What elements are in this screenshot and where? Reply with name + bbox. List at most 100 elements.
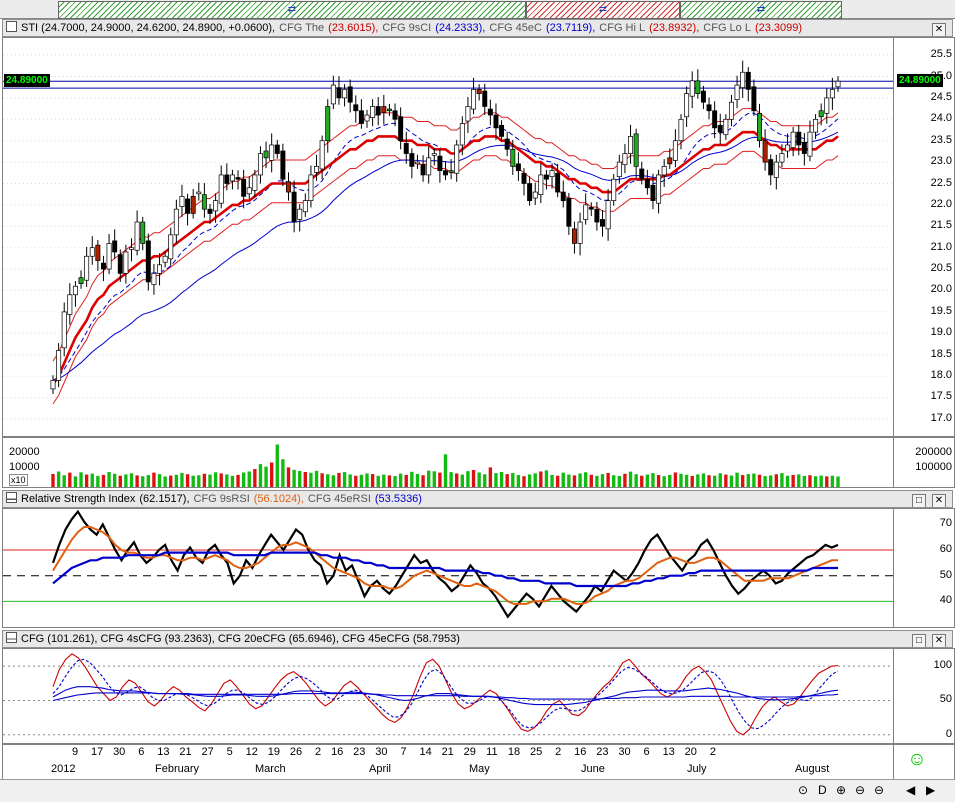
price-candle (723, 118, 729, 136)
time-axis-day-label: 6 (138, 746, 145, 758)
scroll-left-icon[interactable]: ◀ (906, 783, 916, 797)
price-chart-pane[interactable] (2, 37, 894, 437)
period-daily-button[interactable]: D (818, 783, 827, 797)
swap-icon: ⇄ (287, 4, 297, 15)
price-axis-tick: 17.0 (930, 411, 952, 424)
price-axis-tick: 23.0 (930, 155, 952, 168)
price-candle (241, 178, 247, 197)
price-candle (263, 150, 269, 159)
volume-bar (802, 475, 807, 487)
cfg-chart-pane[interactable] (2, 648, 894, 744)
indicator-axis-tick: 70 (939, 517, 952, 530)
time-axis-month-label: February (155, 763, 200, 775)
volume-bar (813, 476, 818, 487)
price-candle (465, 106, 471, 122)
close-icon[interactable]: ✕ (932, 634, 946, 647)
volume-bar (174, 474, 179, 487)
cursor-mode-icon[interactable]: ⊙ (798, 783, 809, 797)
volume-bar (583, 472, 588, 487)
volume-bar (617, 476, 622, 487)
cfg-axis[interactable]: 100 50 0 (893, 648, 955, 744)
volume-bar (483, 474, 487, 487)
price-candle (835, 80, 841, 88)
volume-bar (247, 471, 251, 487)
price-candle (796, 131, 802, 146)
price-candle (185, 198, 191, 214)
volume-bar (836, 476, 840, 487)
time-axis-corner (893, 744, 955, 780)
volume-bar (769, 475, 773, 487)
price-candle (689, 80, 695, 97)
volume-bar (443, 454, 448, 487)
price-candle (454, 144, 460, 174)
volume-bar (337, 472, 341, 487)
volume-bar (735, 472, 739, 487)
price-legend-item: CFG Hi L (599, 22, 646, 34)
bullish-period-band[interactable]: ⇄ (680, 1, 842, 19)
price-axis-tick: 24.5 (930, 90, 952, 103)
price-candle (274, 144, 280, 154)
rsi-legend-item: CFG 9sRSI (193, 493, 250, 505)
volume-bar (707, 475, 711, 487)
volume-bar (230, 475, 235, 487)
volume-bar (404, 474, 408, 487)
volume-bar (511, 472, 515, 487)
rsi-chart-pane[interactable] (2, 508, 894, 628)
pane-collapse-icon[interactable] (6, 21, 17, 32)
pane-collapse-icon[interactable] (6, 632, 17, 643)
price-candle (291, 191, 297, 223)
price-axis[interactable]: 17.0 17.5 18.0 18.5 19.0 19.5 20.0 20.5 21.0 21.5… (893, 37, 955, 437)
price-candle (286, 181, 291, 193)
volume-bar (640, 475, 644, 487)
volume-bar (757, 474, 762, 487)
price-candle (112, 240, 118, 253)
time-axis-month-label: 2012 (51, 763, 76, 775)
indicator-axis-tick: 50 (939, 693, 952, 706)
zoom-out-icon[interactable]: ⊖ (855, 783, 866, 797)
bullish-period-band[interactable]: ⇄ (58, 1, 526, 19)
price-candle (807, 131, 813, 157)
price-candle (493, 114, 499, 129)
indicator-axis-tick: 60 (939, 543, 952, 556)
price-legend-item: (24.2333), (435, 22, 486, 34)
price-candle (745, 71, 751, 90)
volume-bar (679, 473, 683, 487)
pane-collapse-icon[interactable] (6, 492, 17, 503)
price-axis-tick: 20.5 (930, 262, 952, 275)
scroll-right-icon[interactable]: ▶ (926, 783, 936, 797)
maximize-icon[interactable]: □ (912, 494, 926, 507)
volume-bar (415, 473, 420, 487)
volume-bar (348, 474, 352, 487)
rsi-legend-item: (53.5336) (374, 493, 422, 505)
volume-bar (494, 473, 498, 487)
volume-axis[interactable]: 200000 100000 (893, 437, 955, 488)
zoom-reset-icon[interactable]: ⊖ (874, 783, 885, 797)
time-axis[interactable]: 9 17 30 6 13 21 27 5 12 19 26 2 16 23 30 7 14 21 29 11 18 25 2… (2, 744, 894, 780)
maximize-icon[interactable]: □ (912, 634, 926, 647)
price-candle (628, 136, 634, 154)
volume-bar (298, 470, 302, 487)
close-icon[interactable]: ✕ (932, 494, 946, 507)
price-candle (712, 110, 718, 129)
volume-bar (365, 473, 369, 487)
price-candle (145, 240, 151, 283)
smiley-icon[interactable]: ☺ (907, 749, 927, 770)
bearish-period-band[interactable]: ⇄ (526, 1, 680, 19)
volume-bar (668, 474, 672, 487)
close-icon[interactable]: ✕ (932, 23, 946, 36)
price-candle (577, 221, 583, 244)
price-axis-tick: 22.0 (930, 197, 952, 210)
chart-toolbar: ⊙ D ⊕ ⊖ ⊖ ◀ ▶ (0, 779, 955, 802)
volume-bar (712, 475, 717, 487)
volume-bar (410, 471, 414, 487)
price-candle (611, 178, 617, 201)
price-axis-tick: 21.0 (930, 240, 952, 253)
price-candle (235, 177, 241, 180)
price-candle (67, 294, 73, 315)
volume-pane[interactable]: 20000 10000 x10 (2, 437, 894, 488)
time-axis-day-label: 12 (245, 746, 258, 758)
price-legend-item: CFG Lo L (703, 22, 751, 34)
rsi-axis[interactable]: 70 60 50 40 (893, 508, 955, 628)
zoom-in-icon[interactable]: ⊕ (836, 783, 847, 797)
upper-band-line (52, 108, 839, 362)
